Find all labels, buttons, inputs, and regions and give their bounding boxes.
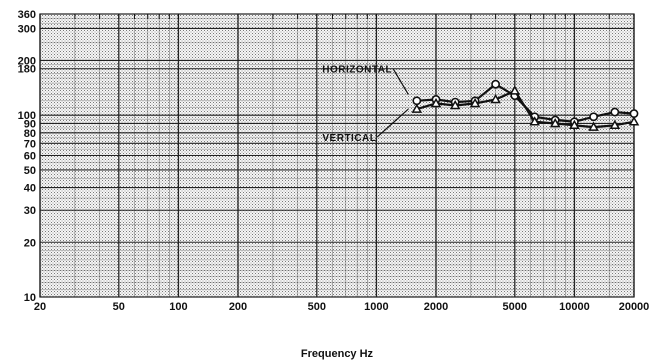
x-tick-label: 20 xyxy=(34,301,46,313)
x-tick-label: 10000 xyxy=(559,301,590,313)
y-tick-label: 200 xyxy=(18,55,36,67)
data-point-horizontal xyxy=(491,79,501,89)
data-point-vertical xyxy=(549,117,561,128)
data-point-vertical xyxy=(509,85,521,95)
tick-labels: 20 50 100 200 500 1000 2000 5000 10000 2000010203… xyxy=(18,9,650,313)
data-point-vertical xyxy=(628,116,640,126)
annotation-label-vertical: VERTICAL xyxy=(322,133,376,144)
x-tick-label: 1000 xyxy=(364,301,388,313)
x-tick-label: 50 xyxy=(113,301,125,313)
y-tick-label: 10 xyxy=(24,292,36,304)
y-tick-label: 50 xyxy=(24,165,36,177)
x-tick-label: 20000 xyxy=(619,301,650,313)
data-point-horizontal xyxy=(610,107,620,117)
x-tick-label: 100 xyxy=(169,301,187,313)
annotation-label-horizontal: HORIZONTAL xyxy=(322,65,392,76)
y-tick-label: 80 xyxy=(24,128,36,140)
annotation-leader-vertical xyxy=(376,108,409,138)
y-tick-label: 360 xyxy=(18,9,36,21)
y-tick-label: 100 xyxy=(18,110,36,122)
x-tick-label: 5000 xyxy=(503,301,527,313)
series-layer xyxy=(411,79,640,131)
x-tick-label: 200 xyxy=(229,301,247,313)
y-tick-label: 30 xyxy=(24,205,36,217)
y-tick-label: 40 xyxy=(24,183,36,195)
y-tick-label: 90 xyxy=(24,118,36,130)
data-point-vertical xyxy=(430,97,442,108)
data-point-vertical xyxy=(490,93,501,104)
y-tick-label: 60 xyxy=(24,151,36,163)
series-line-vertical xyxy=(416,89,635,129)
y-tick-label: 70 xyxy=(24,138,36,150)
y-tick-label: 300 xyxy=(18,23,36,35)
data-point-vertical xyxy=(411,103,423,113)
x-tick-label: 2000 xyxy=(424,301,448,313)
data-point-vertical xyxy=(449,99,461,110)
data-point-vertical xyxy=(609,119,621,130)
x-axis-title: Frequency Hz xyxy=(301,348,374,360)
annotation-layer: HORIZONTAL VERTICAL xyxy=(322,65,409,144)
annotation-leader-horizontal xyxy=(392,68,409,95)
data-point-vertical xyxy=(469,97,481,108)
x-tick-label: 500 xyxy=(308,301,326,313)
data-point-vertical xyxy=(588,121,599,131)
y-tick-label: 180 xyxy=(18,64,36,76)
data-point-horizontal xyxy=(629,109,639,118)
data-point-vertical xyxy=(529,116,540,126)
data-point-horizontal xyxy=(589,112,598,122)
data-point-vertical xyxy=(569,119,580,130)
data-point-horizontal xyxy=(412,96,422,106)
y-tick-label: 20 xyxy=(24,237,36,249)
